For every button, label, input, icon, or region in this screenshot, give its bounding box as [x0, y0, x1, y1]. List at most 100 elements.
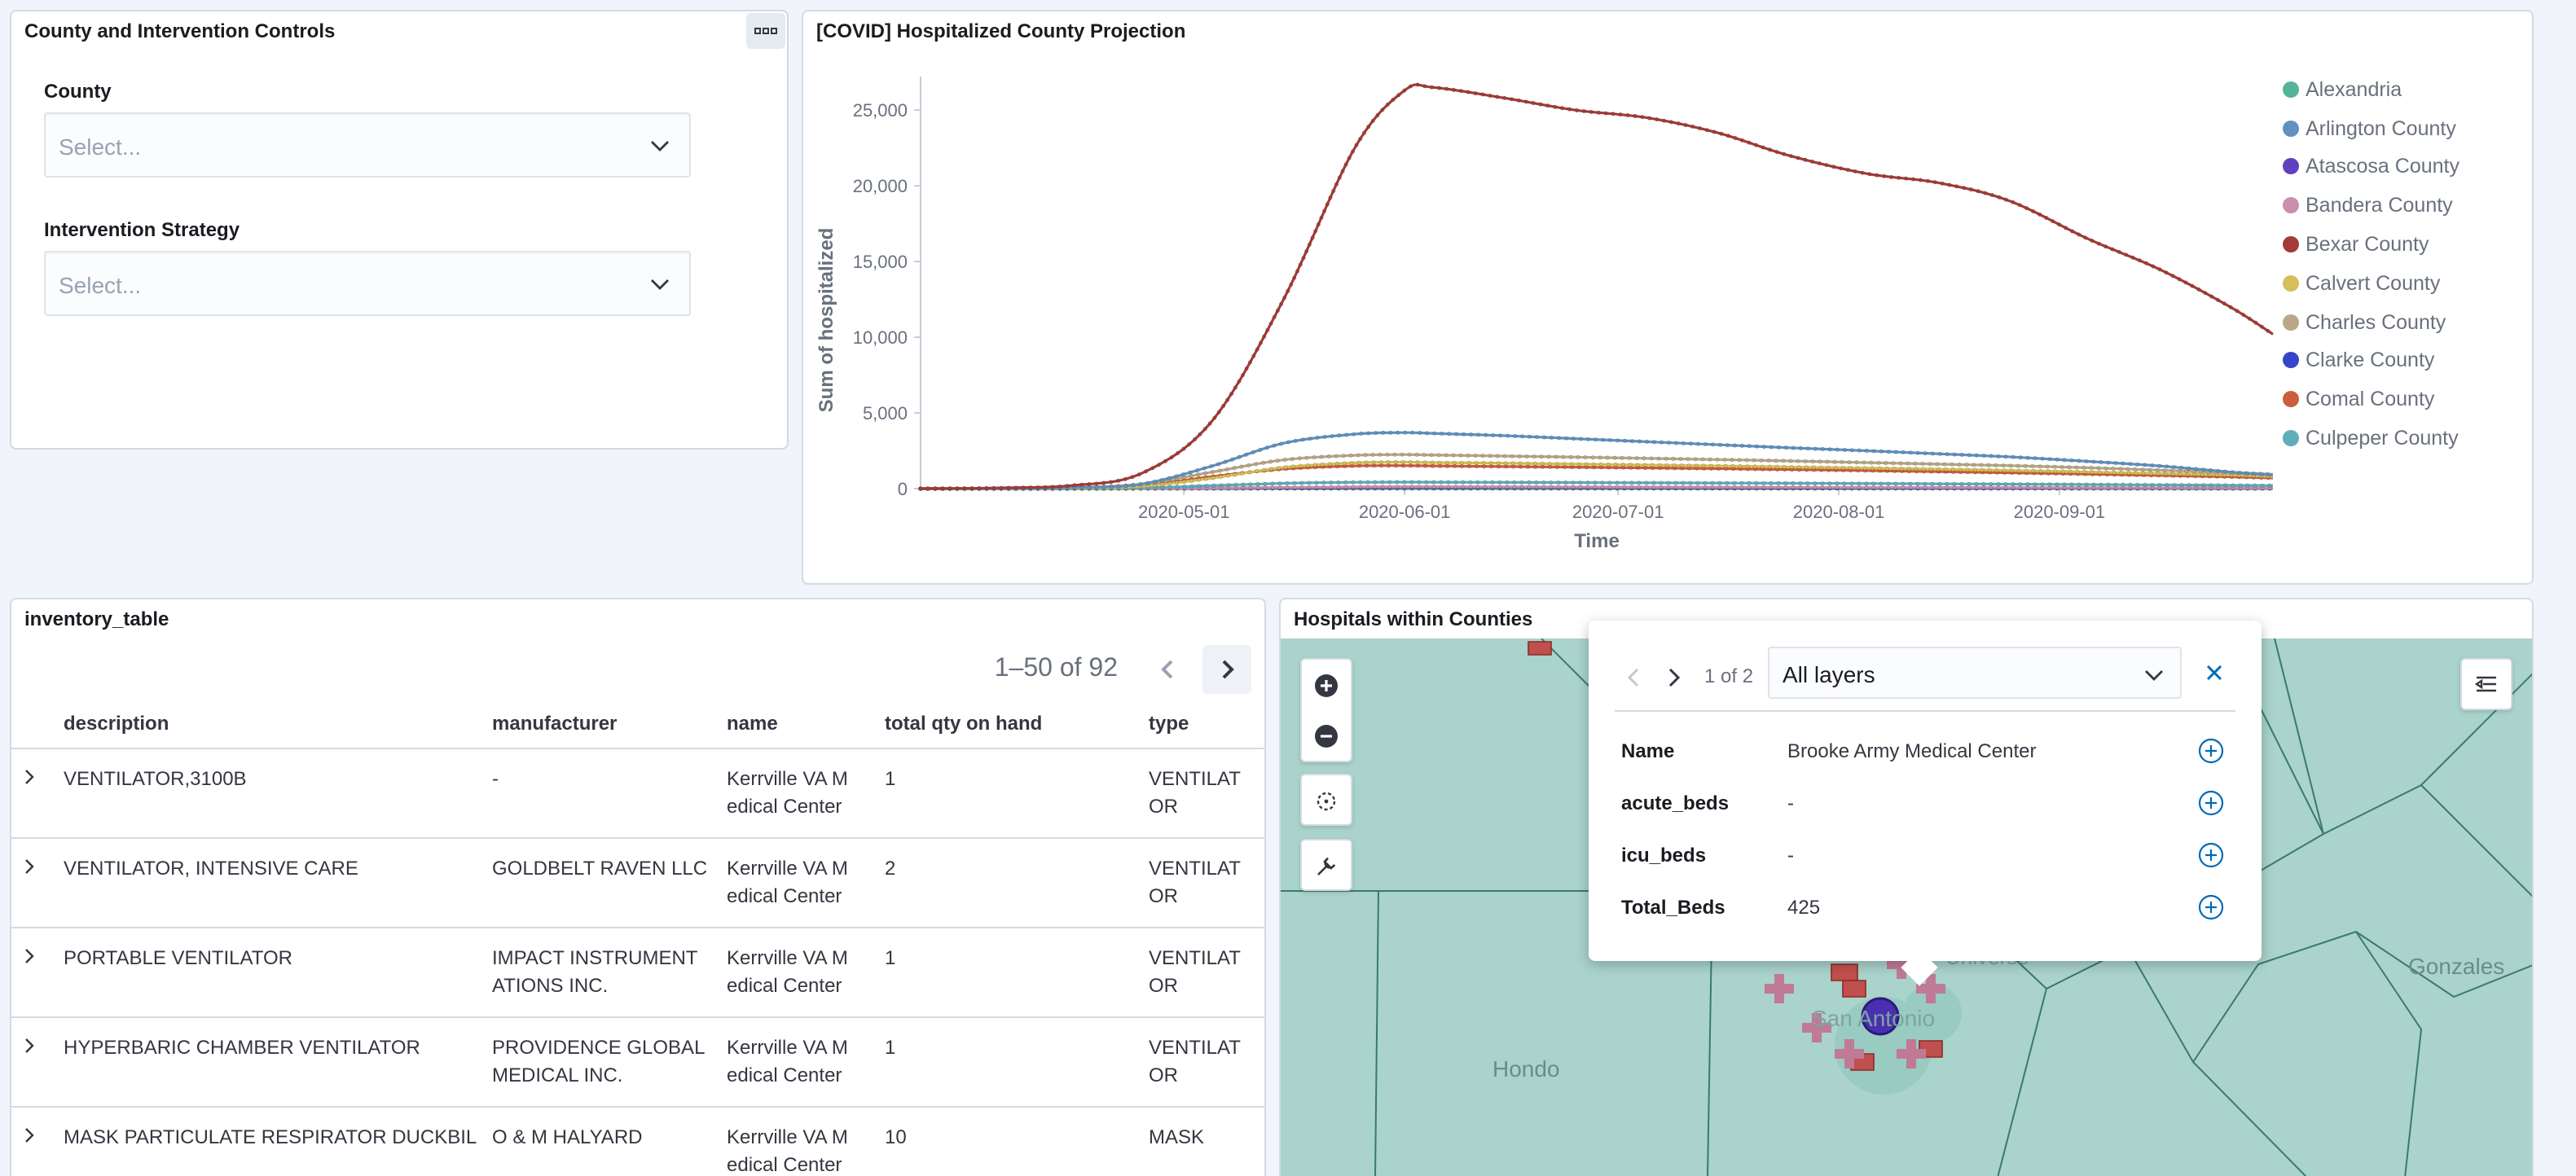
legend-item[interactable]: Culpeper County — [2283, 419, 2460, 458]
series-point — [2147, 467, 2152, 472]
zoom-in-icon[interactable] — [1302, 660, 1351, 710]
series-point — [1877, 466, 1882, 471]
chevron-right-icon[interactable] — [11, 748, 57, 838]
series-point — [2141, 471, 2146, 476]
chevron-right-icon[interactable] — [11, 927, 57, 1017]
chevron-right-icon[interactable] — [11, 1106, 57, 1176]
series-point — [1981, 481, 1986, 486]
pagination-text: 1–50 of 92 — [994, 655, 1118, 682]
series-point — [1512, 480, 1517, 485]
crosshair-icon[interactable] — [1302, 775, 1351, 826]
series-point — [1634, 456, 1639, 461]
series-point — [1681, 485, 1686, 489]
legend-item[interactable]: Atascosa County — [2283, 147, 2460, 186]
column-header-type[interactable]: type — [1142, 700, 1264, 748]
series-point — [1475, 463, 1479, 469]
series-point — [1400, 452, 1404, 457]
ellipsis-icon[interactable] — [746, 13, 785, 49]
series-point — [1440, 431, 1444, 437]
series-point — [1761, 444, 1766, 450]
series-point — [2040, 482, 2045, 487]
series-point — [1182, 484, 1187, 489]
series-point — [1094, 485, 1099, 489]
close-icon[interactable] — [2205, 663, 2224, 682]
series-point — [2011, 200, 2016, 204]
series-point — [2077, 232, 2081, 237]
series-point — [1947, 182, 1952, 187]
chevron-right-icon[interactable] — [1664, 666, 1683, 689]
series-point — [1329, 485, 1334, 489]
add-filter-icon[interactable] — [2198, 842, 2224, 868]
chevron-right-icon[interactable] — [1202, 645, 1251, 694]
series-point — [1870, 466, 1875, 471]
series-point — [1013, 485, 1018, 490]
series-point — [1422, 452, 1426, 458]
layer-control-icon[interactable] — [2460, 658, 2512, 710]
series-point — [1293, 438, 1298, 443]
add-filter-icon[interactable] — [2198, 738, 2224, 764]
series-point — [1305, 463, 1310, 468]
series-point — [2121, 461, 2125, 466]
series-point — [1057, 484, 1062, 489]
series-point — [2172, 482, 2177, 488]
series-point — [2196, 287, 2201, 292]
series-point — [2216, 483, 2221, 488]
legend-item[interactable]: Bandera County — [2283, 186, 2460, 226]
series-point — [1365, 485, 1370, 489]
legend-item[interactable]: Alexandria — [2283, 70, 2460, 109]
series-point — [1483, 485, 1488, 489]
cell-type: VENTILAT OR — [1142, 927, 1264, 1017]
series-point — [2177, 468, 2182, 473]
add-filter-icon[interactable] — [2198, 790, 2224, 816]
series-point — [2090, 470, 2095, 475]
series-point — [1087, 481, 1092, 487]
layer-select[interactable]: All layers — [1768, 647, 2182, 699]
chevron-right-icon[interactable] — [11, 837, 57, 928]
series-point — [1431, 485, 1436, 489]
inventory-table: description manufacturer name total qty … — [11, 700, 1264, 1176]
series-point — [1833, 465, 1838, 470]
series-point — [1722, 457, 1727, 463]
series-point — [1308, 436, 1312, 441]
legend-item[interactable]: Bexar County — [2283, 225, 2460, 264]
legend-label: Charles County — [2306, 310, 2446, 334]
column-header-manufacturer[interactable]: manufacturer — [486, 700, 720, 748]
series-point — [2110, 247, 2115, 252]
series-point — [1340, 169, 1345, 173]
series-point — [1424, 485, 1429, 489]
legend-swatch — [2283, 352, 2299, 369]
legend-item[interactable]: Clarke County — [2283, 341, 2460, 380]
series-point — [1396, 93, 1401, 98]
popup-row-name: Name Brooke Army Medical Center — [1621, 725, 2224, 777]
series-point — [1380, 485, 1385, 489]
controls-panel: County and Intervention Controls County … — [10, 10, 789, 450]
legend-item[interactable]: Arlington County — [2283, 109, 2460, 148]
chevron-left-icon[interactable] — [1144, 645, 1193, 694]
legend-item[interactable]: Calvert County — [2283, 264, 2460, 303]
series-point — [2143, 261, 2149, 265]
county-select[interactable]: Select... — [44, 112, 691, 178]
series-point — [1043, 485, 1048, 489]
add-filter-icon[interactable] — [2198, 894, 2224, 920]
table-row: VENTILATOR, INTENSIVE CARE GOLDBELT RAVE… — [11, 837, 1264, 928]
column-header-description[interactable]: description — [57, 700, 486, 748]
legend-item[interactable]: Charles County — [2283, 303, 2460, 342]
series-point — [1255, 347, 1259, 352]
series-point — [2187, 483, 2191, 488]
chevron-left-icon[interactable] — [1624, 666, 1644, 689]
series-point — [1502, 95, 1507, 100]
intervention-strategy-select[interactable]: Select... — [44, 251, 691, 316]
column-header-total-qty[interactable]: total qty on hand — [878, 700, 1142, 748]
series-point — [1230, 457, 1235, 462]
series-point — [1461, 485, 1466, 489]
legend-item[interactable]: Comal County — [2283, 380, 2460, 419]
column-header-name[interactable]: name — [720, 700, 878, 748]
zoom-out-icon[interactable] — [1302, 710, 1351, 761]
chevron-right-icon[interactable] — [11, 1016, 57, 1107]
series-point — [2124, 252, 2129, 257]
series-point — [1307, 485, 1312, 489]
series-point — [1981, 453, 1986, 459]
line-chart[interactable]: 0 5,000 10,000 15,000 20,000 25,000 2020-05-01… — [803, 11, 2534, 585]
y-tick-label: 20,000 — [853, 176, 908, 196]
wrench-icon[interactable] — [1302, 840, 1351, 891]
